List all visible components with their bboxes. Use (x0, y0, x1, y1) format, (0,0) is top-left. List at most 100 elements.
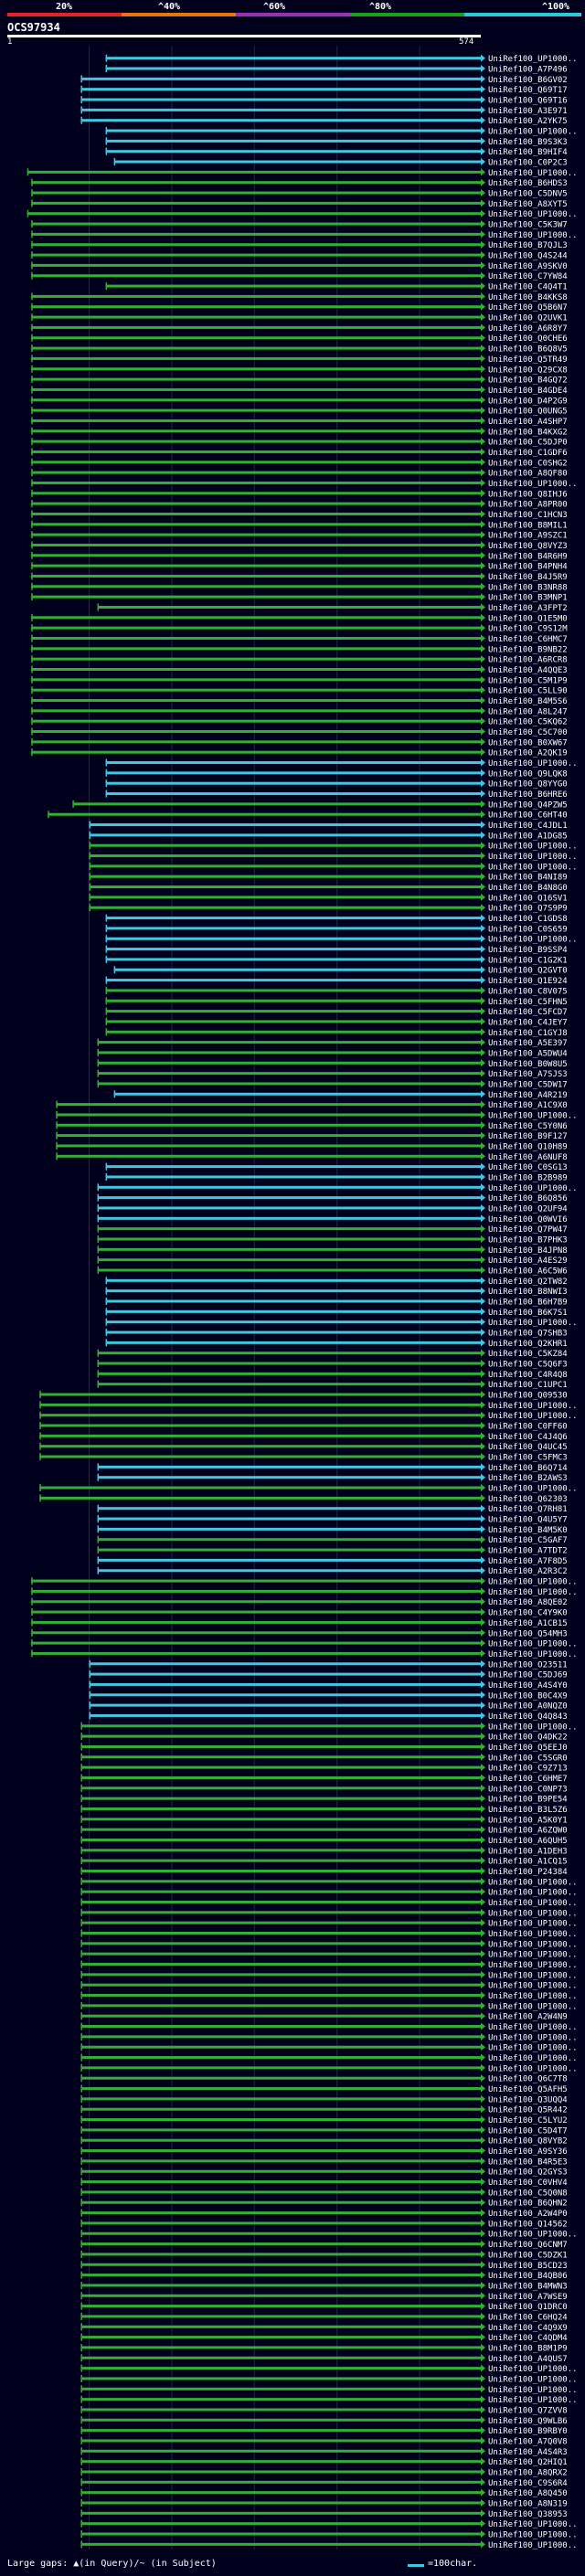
hit-end-arrow (481, 189, 485, 197)
hit-end-arrow (481, 1277, 485, 1285)
hit-bar (80, 1755, 481, 1759)
hit-start-tick (105, 1298, 108, 1305)
hit-start-tick (80, 2354, 82, 2362)
hit-start-tick (39, 1453, 41, 1461)
hit-label: UniRef100_C0SHG2 (488, 459, 568, 468)
hit-end-arrow (481, 2053, 485, 2062)
hit-start-tick (89, 842, 90, 850)
hit-start-tick (31, 469, 33, 477)
hit-row: UniRef100_UP1000.. (80, 2395, 578, 2405)
hit-row: UniRef100_C9S12M (31, 624, 568, 634)
hit-start-tick (80, 2519, 82, 2528)
hit-label: UniRef100_UP1000.. (488, 55, 578, 64)
hit-end-arrow (481, 1659, 485, 1668)
hit-label: UniRef100_UP1000.. (488, 863, 578, 872)
hit-start-tick (80, 2074, 82, 2083)
hit-label: UniRef100_C1GDS8 (488, 915, 568, 924)
hit-end-arrow (481, 1722, 485, 1730)
hit-label: UniRef100_A8PR00 (488, 501, 568, 510)
hit-label: UniRef100_A8QRX2 (488, 2468, 568, 2477)
hit-end-arrow (481, 1007, 485, 1015)
hit-bar (97, 1383, 481, 1386)
hit-start-tick (80, 2125, 82, 2134)
hit-end-arrow (481, 2364, 485, 2372)
hit-bar (97, 1237, 481, 1241)
hit-row: UniRef100_B4J5R9 (31, 572, 568, 582)
hit-bar (80, 2211, 481, 2215)
hit-start-tick (80, 2168, 82, 2176)
hit-start-tick (56, 1152, 58, 1161)
hit-bar (89, 875, 482, 878)
hit-end-arrow (481, 2209, 485, 2217)
hit-end-arrow (481, 1266, 485, 1274)
hit-bar (27, 170, 481, 174)
hit-end-arrow (481, 1753, 485, 1761)
hit-start-tick (56, 1100, 58, 1108)
hit-row: UniRef100_UP1000.. (97, 1183, 578, 1193)
hit-row: UniRef100_UP1000.. (80, 2053, 578, 2063)
legend-label-80: ^80% (368, 2, 392, 12)
hit-bar (39, 1424, 482, 1427)
hit-start-tick (105, 779, 108, 788)
hit-row: UniRef100_C0P2C3 (113, 158, 568, 168)
hit-end-arrow (481, 1484, 485, 1492)
hit-start-tick (80, 2405, 82, 2413)
hit-label: UniRef100_C5LYU2 (488, 2116, 568, 2125)
hit-row: UniRef100_B6HRE6 (105, 790, 568, 800)
hit-start-tick (39, 1432, 41, 1440)
hit-row: UniRef100_Q0CHE6 (31, 334, 568, 344)
hit-start-tick (89, 873, 90, 881)
hit-row: UniRef100_UP1000.. (80, 2519, 578, 2529)
hit-label: UniRef100_C4JEY7 (488, 1018, 568, 1027)
hit-label: UniRef100_C4Y9K0 (488, 1609, 568, 1618)
identity-color-legend: 20% ^40% ^60% ^80% ^100% (7, 2, 581, 16)
hit-label: UniRef100_C0S659 (488, 925, 568, 934)
hit-row: UniRef100_A4S4R3 (80, 2447, 568, 2457)
hit-row: UniRef100_Q4UC45 (39, 1442, 568, 1452)
hit-start-tick (31, 717, 33, 726)
hit-bar (80, 2501, 481, 2505)
hit-row: UniRef100_B4KKS8 (31, 292, 568, 302)
hit-label: UniRef100_A6R8Y7 (488, 324, 568, 334)
hit-start-tick (97, 1079, 100, 1087)
hit-start-tick (105, 1287, 108, 1295)
hit-bar (80, 2025, 481, 2029)
hit-label: UniRef100_C5Q0N8 (488, 2189, 568, 2198)
hit-start-tick (97, 1556, 100, 1564)
hit-start-tick (80, 1888, 82, 1896)
hit-label: UniRef100_Q9WLB6 (488, 2417, 568, 2426)
hit-row: UniRef100_Q2UF94 (97, 1203, 568, 1214)
hit-row: UniRef100_UP1000.. (80, 1919, 578, 1929)
hit-row: UniRef100_UP1000.. (80, 2001, 578, 2011)
hit-label: UniRef100_UP1000.. (488, 2365, 578, 2374)
hit-bar (97, 1465, 481, 1468)
hit-bar (31, 481, 482, 484)
hit-row: UniRef100_B9S3K3 (105, 137, 568, 147)
hit-row: UniRef100_A8QE02 (31, 1597, 568, 1607)
hit-end-arrow (481, 593, 485, 601)
hit-row: UniRef100_UP1000.. (80, 1981, 578, 1991)
hit-start-tick (80, 2395, 82, 2403)
hit-end-arrow (481, 904, 485, 912)
hit-bar (80, 1765, 481, 1769)
hit-start-tick (105, 1339, 108, 1347)
hit-label: UniRef100_C9Z713 (488, 1765, 568, 1774)
hit-end-arrow (481, 313, 485, 322)
hit-row: UniRef100_D4P2G9 (31, 396, 568, 406)
hit-bar (31, 1631, 482, 1635)
hit-end-arrow (481, 737, 485, 746)
hit-label: UniRef100_C0NP73 (488, 1785, 568, 1794)
hit-end-arrow (481, 541, 485, 549)
hit-start-tick (31, 686, 33, 694)
hit-bar (80, 2169, 481, 2173)
hit-end-arrow (481, 717, 485, 726)
hit-label: UniRef100_C5FHN5 (488, 998, 568, 1007)
hit-label: UniRef100_B2AWS3 (488, 1474, 568, 1483)
hit-start-tick (80, 2426, 82, 2434)
hit-row: UniRef100_A8XYT5 (31, 199, 568, 209)
hit-start-tick (31, 1628, 33, 1637)
hit-row: UniRef100_C1UPC1 (97, 1380, 568, 1390)
hit-label: UniRef100_P24384 (488, 1868, 568, 1877)
hit-row: UniRef100_C0NP73 (80, 1784, 568, 1794)
footer: Large gaps: ▲(in Query)/~ (in Subject) =… (7, 2559, 581, 2571)
